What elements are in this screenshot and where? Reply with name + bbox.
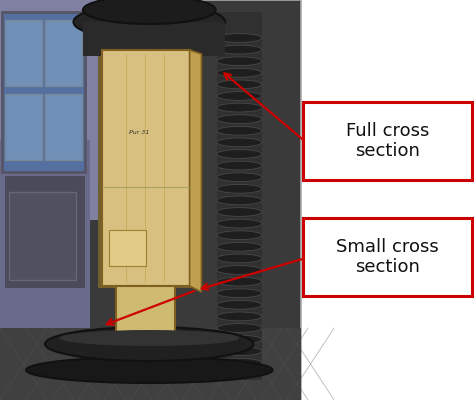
FancyBboxPatch shape	[2, 12, 85, 172]
Ellipse shape	[217, 370, 262, 379]
FancyBboxPatch shape	[5, 94, 42, 160]
Ellipse shape	[217, 80, 262, 89]
Text: Pur 31: Pur 31	[128, 130, 149, 135]
Ellipse shape	[217, 254, 262, 263]
FancyBboxPatch shape	[116, 286, 175, 336]
Ellipse shape	[45, 327, 254, 361]
Text: Full cross
section: Full cross section	[346, 122, 429, 160]
FancyBboxPatch shape	[0, 140, 90, 360]
Ellipse shape	[217, 219, 262, 228]
FancyBboxPatch shape	[9, 192, 76, 280]
FancyBboxPatch shape	[5, 20, 42, 86]
FancyBboxPatch shape	[217, 12, 262, 380]
Ellipse shape	[217, 335, 262, 344]
Ellipse shape	[217, 242, 262, 251]
FancyBboxPatch shape	[5, 176, 85, 288]
Ellipse shape	[217, 161, 262, 170]
Ellipse shape	[217, 266, 262, 274]
FancyBboxPatch shape	[303, 102, 472, 180]
Ellipse shape	[26, 357, 273, 383]
Ellipse shape	[217, 126, 262, 135]
Ellipse shape	[217, 45, 262, 54]
FancyBboxPatch shape	[83, 22, 225, 56]
FancyBboxPatch shape	[0, 328, 301, 400]
FancyBboxPatch shape	[0, 0, 301, 400]
Ellipse shape	[217, 92, 262, 100]
FancyBboxPatch shape	[303, 218, 472, 296]
Ellipse shape	[217, 115, 262, 124]
Ellipse shape	[59, 330, 239, 346]
Ellipse shape	[217, 347, 262, 356]
Ellipse shape	[217, 196, 262, 205]
Text: Small cross
section: Small cross section	[336, 238, 439, 276]
FancyBboxPatch shape	[45, 20, 82, 86]
Ellipse shape	[217, 184, 262, 193]
Ellipse shape	[217, 150, 262, 158]
FancyBboxPatch shape	[0, 0, 180, 220]
FancyBboxPatch shape	[98, 48, 193, 288]
Ellipse shape	[217, 68, 262, 77]
Ellipse shape	[217, 231, 262, 240]
Polygon shape	[190, 50, 201, 292]
Ellipse shape	[217, 57, 262, 66]
FancyBboxPatch shape	[102, 50, 190, 286]
Ellipse shape	[217, 173, 262, 182]
Ellipse shape	[73, 4, 225, 40]
Ellipse shape	[217, 103, 262, 112]
Ellipse shape	[217, 289, 262, 298]
Ellipse shape	[217, 208, 262, 216]
Ellipse shape	[217, 34, 262, 42]
Ellipse shape	[217, 300, 262, 309]
Ellipse shape	[83, 0, 216, 24]
Ellipse shape	[217, 138, 262, 147]
FancyBboxPatch shape	[109, 230, 146, 266]
Ellipse shape	[217, 277, 262, 286]
Ellipse shape	[217, 358, 262, 367]
Ellipse shape	[217, 324, 262, 332]
Ellipse shape	[217, 312, 262, 321]
FancyBboxPatch shape	[45, 94, 82, 160]
